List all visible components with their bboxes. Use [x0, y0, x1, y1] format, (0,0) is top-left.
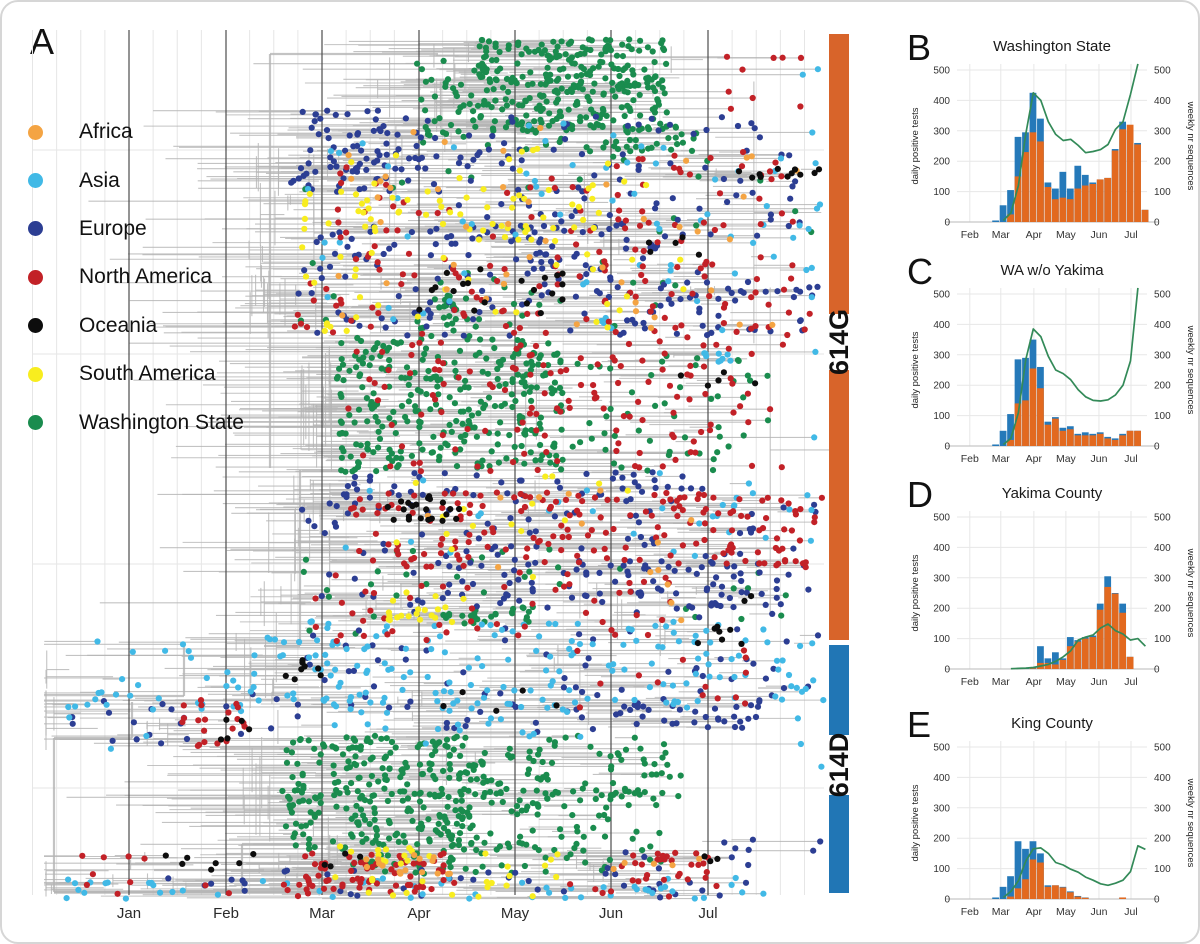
clade-bar: 614G 614D	[824, 34, 854, 893]
legend-item: Asia	[28, 156, 244, 204]
legend-color-dot-icon	[28, 415, 43, 431]
daily-positive-tests-line	[1010, 623, 1147, 670]
phylogenetic-tree: Jan Feb Mar Apr May Jun Jul 614G 614D	[32, 30, 854, 922]
legend-item: Oceania	[28, 302, 244, 350]
legend-item-label: Europe	[79, 216, 147, 240]
legend-color-dot-icon	[28, 269, 43, 285]
daily-positive-tests-line	[1002, 287, 1139, 446]
legend-color-dot-icon	[28, 318, 43, 334]
chart-panel-yakima-county: D Yakima County 0 0 100 100 200 200 300 300 400 4…	[902, 474, 1198, 707]
legend-item: South America	[28, 350, 244, 398]
bars-614g-orange	[1007, 859, 1127, 899]
chart-title: WA w/o Yakima	[1000, 262, 1104, 279]
legend-color-dot-icon	[28, 221, 43, 237]
legend-item: Washington State	[28, 398, 244, 446]
mini-gridlines	[946, 511, 1158, 670]
chart-panel-washington-state: B Washington State 0 0 100 100 200 200 300 300 4…	[902, 27, 1198, 260]
legend-color-dot-icon	[28, 124, 43, 140]
chart-title: Yakima County	[1001, 485, 1103, 502]
y-axis-label-left: daily positive tests	[910, 784, 921, 861]
clade-label-614G: 614G	[824, 309, 854, 375]
tree-month-labels: Jan Feb Mar Apr May Jun Jul	[117, 905, 718, 922]
clade-label-614D: 614D	[824, 733, 854, 798]
daily-positive-tests-line	[1002, 63, 1139, 222]
legend-color-dot-icon	[28, 173, 43, 189]
panel-d-label: D	[907, 474, 933, 515]
y-axis-label-left: daily positive tests	[910, 107, 921, 184]
panel-c-label: C	[907, 251, 933, 292]
legend-item: Africa	[28, 108, 244, 156]
bars-614g-orange	[1029, 586, 1134, 669]
chart-panel-king-county: E King County 0 0 100 100 200 200 300 300 400 400…	[902, 704, 1198, 937]
y-axis-label-left: daily positive tests	[910, 331, 921, 408]
y-axis-label-right: weekly nr sequences	[1185, 778, 1196, 868]
legend-item: North America	[28, 253, 244, 301]
bars-614g-orange	[1007, 368, 1141, 446]
bars-614d-blue	[992, 339, 1141, 446]
panel-b-label: B	[907, 27, 932, 68]
legend-item-label: North America	[79, 265, 213, 289]
y-axis-label-left: daily positive tests	[910, 554, 921, 631]
panel-e-label: E	[907, 704, 932, 745]
tree-tips	[63, 36, 827, 902]
legend-item: Europe	[28, 205, 244, 253]
legend-color-dot-icon	[28, 366, 43, 382]
legend-item-label: Oceania	[79, 313, 158, 337]
chart-title: Washington State	[993, 38, 1111, 55]
chart-panel-wa-wo-yakima: C WA w/o Yakima 0 0 100 100 200 200 300 300 400 4…	[902, 251, 1198, 484]
legend-item-label: Asia	[79, 168, 120, 192]
panel-a-label: A	[30, 21, 55, 62]
chart-title: King County	[1011, 715, 1093, 732]
y-axis-label-right: weekly nr sequences	[1185, 548, 1196, 638]
y-axis-label-right: weekly nr sequences	[1185, 325, 1196, 415]
y-axis-label-right: weekly nr sequences	[1185, 101, 1196, 191]
daily-positive-tests-line	[1002, 844, 1146, 899]
bars-614g-orange	[1007, 124, 1149, 222]
legend-item-label: South America	[79, 362, 216, 386]
legend-item-label: Washington State	[79, 410, 244, 434]
region-legend: Africa Asia Europe North America Oceania Sout…	[28, 108, 244, 447]
legend-item-label: Africa	[79, 120, 133, 144]
